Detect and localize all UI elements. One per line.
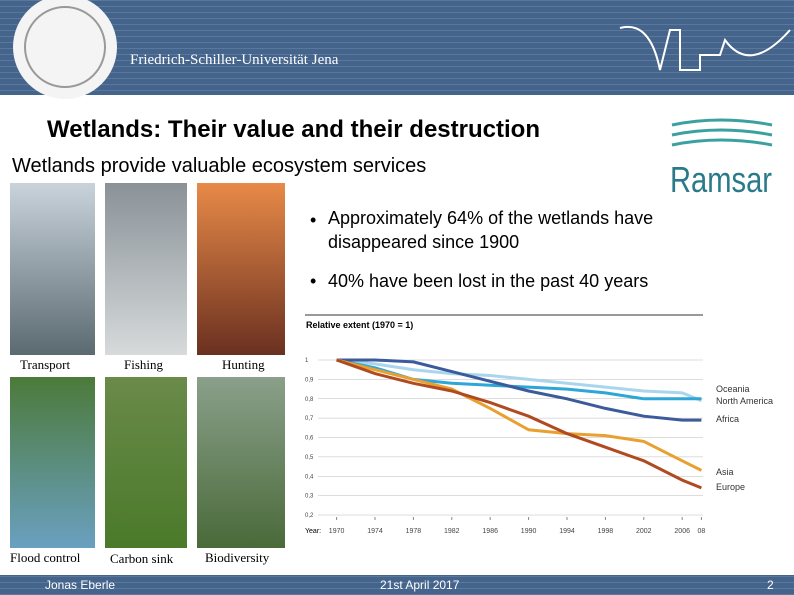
photo-carbon-sink (105, 377, 187, 548)
x-tick-label: 1986 (482, 528, 498, 535)
y-tick-label: 0,2 (305, 513, 314, 519)
slide-title: Wetlands: Their value and their destruct… (47, 116, 540, 143)
x-tick-label: 2006 (674, 528, 690, 535)
photo-biodiversity (197, 377, 285, 548)
x-axis-label: Year: (305, 528, 321, 535)
photo-caption: Flood control (10, 550, 81, 565)
photo-caption: Transport (20, 357, 70, 372)
bullet: 40% have been lost in the past 40 years (328, 271, 648, 291)
ramsar-waves (671, 118, 773, 147)
chart-area (303, 313, 705, 540)
y-tick-label: 0,9 (305, 377, 314, 383)
footer-date: 21st April 2017 (380, 578, 460, 592)
x-tick-label: 1990 (521, 528, 537, 535)
series-line (336, 358, 702, 403)
photo-caption: Hunting (222, 357, 265, 372)
series-line (336, 358, 702, 490)
photo-flood-control (10, 377, 95, 548)
y-tick-label: 0,5 (305, 455, 314, 461)
photo-caption: Fishing (124, 357, 164, 372)
seal (13, 0, 117, 99)
y-tick-label: 0,8 (305, 397, 314, 403)
x-tick-label: 1994 (559, 528, 575, 535)
footer-page: 2 (767, 578, 774, 592)
bullet-dot: • (310, 210, 316, 230)
x-tick-label: 2002 (636, 528, 652, 535)
ramsar-logo (670, 110, 772, 195)
university-name: Friedrich-Schiller-Universität Jena (130, 52, 339, 68)
x-tick-label: 08 (698, 528, 706, 535)
x-tick-label: 1982 (444, 528, 460, 535)
slide-subtitle: Wetlands provide valuable ecosystem serv… (12, 155, 426, 177)
x-tick-label: 1970 (329, 528, 345, 535)
footer-author: Jonas Eberle (45, 578, 115, 592)
legend-label: Oceania (716, 384, 750, 394)
legend-label: Asia (716, 467, 734, 477)
legend-label: Europe (716, 482, 745, 492)
x-tick-label: 1998 (598, 528, 614, 535)
header-band (0, 0, 794, 95)
bullet-box: Approximately 64% of the wetlands have d… (328, 208, 654, 252)
chart-title: Relative extent (1970 = 1) (306, 320, 413, 330)
legend-label: Africa (716, 414, 739, 424)
legend-label: North America (716, 396, 773, 406)
footer-band (0, 575, 794, 595)
y-tick-label: 0,4 (305, 474, 314, 480)
header-logo (619, 25, 791, 71)
photo-hunting (197, 183, 285, 355)
series-line (336, 358, 703, 472)
photo-caption: Biodiversity (205, 550, 270, 565)
photo-caption: Carbon sink (110, 551, 174, 566)
y-tick-label: 0,7 (305, 416, 314, 422)
seal-ring (24, 6, 106, 88)
y-tick-label: 0,3 (305, 494, 314, 500)
ramsar-text: Ramsar (670, 159, 772, 200)
x-tick-label: 1978 (406, 528, 422, 535)
photo-fishing (105, 183, 187, 355)
x-tick-label: 1974 (367, 528, 383, 535)
series-line (336, 358, 702, 422)
bullet-dot: • (310, 271, 316, 291)
bullet: Approximately 64% of the wetlands have d… (328, 208, 654, 252)
y-tick-label: 0,6 (305, 436, 314, 442)
y-tick-label: 1 (305, 358, 309, 364)
photo-transport (10, 183, 95, 355)
